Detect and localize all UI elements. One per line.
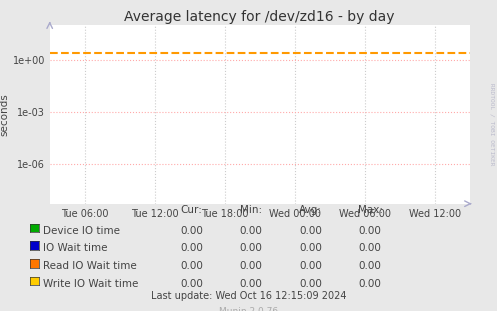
Text: 0.00: 0.00 bbox=[240, 226, 262, 236]
Text: 0.00: 0.00 bbox=[299, 261, 322, 271]
Text: 0.00: 0.00 bbox=[359, 279, 382, 289]
Text: Device IO time: Device IO time bbox=[43, 226, 120, 236]
Text: 0.00: 0.00 bbox=[299, 279, 322, 289]
Text: Avg:: Avg: bbox=[299, 205, 322, 215]
Y-axis label: seconds: seconds bbox=[0, 93, 9, 136]
Text: Read IO Wait time: Read IO Wait time bbox=[43, 261, 137, 271]
Text: 0.00: 0.00 bbox=[240, 261, 262, 271]
Text: 0.00: 0.00 bbox=[359, 226, 382, 236]
Text: Min:: Min: bbox=[240, 205, 262, 215]
Text: Max:: Max: bbox=[358, 205, 383, 215]
Text: 0.00: 0.00 bbox=[180, 279, 203, 289]
Text: 0.00: 0.00 bbox=[240, 244, 262, 253]
Text: 0.00: 0.00 bbox=[359, 261, 382, 271]
Text: 0.00: 0.00 bbox=[180, 226, 203, 236]
Text: 0.00: 0.00 bbox=[299, 226, 322, 236]
Text: 0.00: 0.00 bbox=[240, 279, 262, 289]
Text: Munin 2.0.76: Munin 2.0.76 bbox=[219, 307, 278, 311]
Text: 0.00: 0.00 bbox=[180, 261, 203, 271]
Text: Last update: Wed Oct 16 12:15:09 2024: Last update: Wed Oct 16 12:15:09 2024 bbox=[151, 290, 346, 300]
Text: 0.00: 0.00 bbox=[359, 244, 382, 253]
Text: IO Wait time: IO Wait time bbox=[43, 244, 107, 253]
Text: 0.00: 0.00 bbox=[299, 244, 322, 253]
Title: Average latency for /dev/zd16 - by day: Average latency for /dev/zd16 - by day bbox=[124, 10, 395, 24]
Text: Write IO Wait time: Write IO Wait time bbox=[43, 279, 138, 289]
Text: Cur:: Cur: bbox=[180, 205, 202, 215]
Text: RRDTOOL / TOBI OETIKER: RRDTOOL / TOBI OETIKER bbox=[490, 83, 495, 166]
Text: 0.00: 0.00 bbox=[180, 244, 203, 253]
